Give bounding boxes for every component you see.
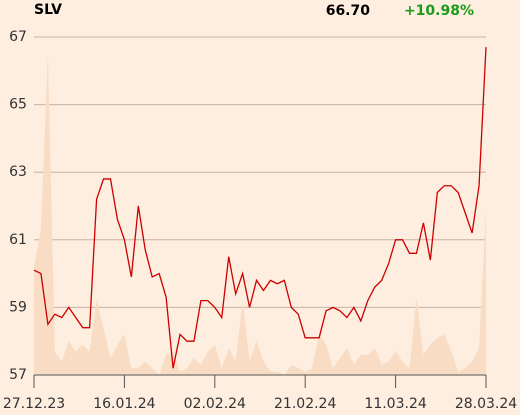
x-tick-label: 11.03.24 (364, 396, 426, 412)
price-line (33, 47, 487, 369)
x-tick-label: 16.01.24 (93, 396, 155, 412)
x-tick-label: 21.02.24 (274, 396, 336, 412)
x-tick-label: 28.03.24 (455, 396, 517, 412)
x-tick-label: 27.12.23 (3, 396, 65, 412)
y-tick-label: 65 (9, 97, 27, 113)
y-tick-label: 59 (9, 299, 27, 315)
last-price: 66.70 (326, 3, 371, 19)
price-change: +10.98% (404, 3, 474, 19)
y-tick-label: 61 (9, 232, 27, 248)
chart-title: SLV (34, 2, 62, 18)
x-tick-label: 02.02.24 (184, 396, 246, 412)
y-tick-label: 67 (9, 29, 27, 45)
y-tick-label: 57 (9, 367, 27, 383)
volume-area (34, 53, 486, 376)
y-tick-label: 63 (9, 164, 27, 180)
